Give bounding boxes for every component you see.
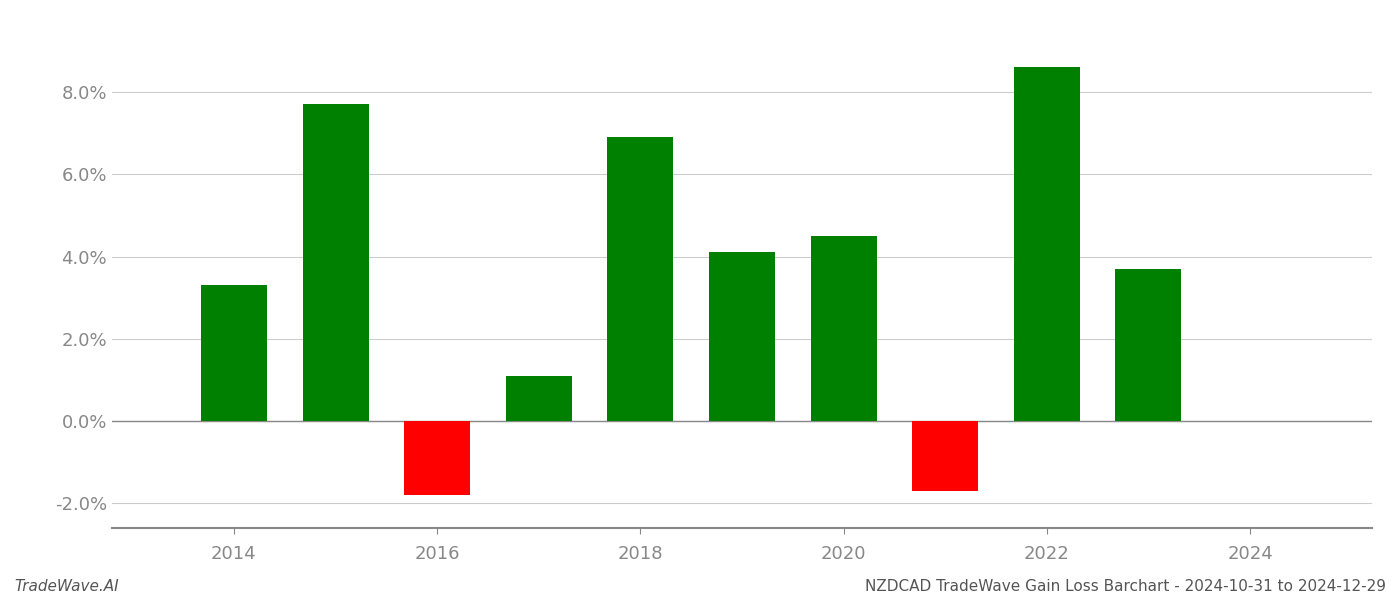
Bar	[202, 286, 267, 421]
Bar	[811, 236, 876, 421]
Bar	[1014, 67, 1079, 421]
Text: TradeWave.AI: TradeWave.AI	[14, 579, 119, 594]
Bar	[708, 253, 776, 421]
Bar	[302, 104, 368, 421]
Bar	[405, 421, 470, 495]
Bar	[1116, 269, 1182, 421]
Text: NZDCAD TradeWave Gain Loss Barchart - 2024-10-31 to 2024-12-29: NZDCAD TradeWave Gain Loss Barchart - 20…	[865, 579, 1386, 594]
Bar	[505, 376, 571, 421]
Bar	[913, 421, 979, 491]
Bar	[608, 137, 673, 421]
